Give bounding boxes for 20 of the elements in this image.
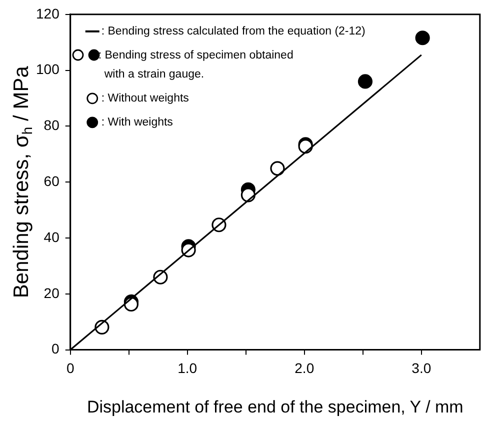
y-tick-label: 0 xyxy=(52,340,60,357)
legend-label: : Without weights xyxy=(101,92,190,105)
y-tick-label: 80 xyxy=(44,117,60,134)
y-tick-label: 100 xyxy=(36,61,60,78)
x-tick-label: 1.0 xyxy=(178,360,198,376)
y-tick-label: 120 xyxy=(36,5,60,22)
annotation: : Bending stress of specimen obtained with a strain gauge. xyxy=(98,50,294,81)
point xyxy=(270,161,285,176)
legend-label: : Bending stress calculated from the equation (2-12) xyxy=(101,26,366,38)
x-axis-title: Displacement of free end of the specimen, Y / mm xyxy=(86,397,464,416)
point xyxy=(415,30,430,46)
y-tick-label: 20 xyxy=(44,284,60,301)
x-tick-label: 0 xyxy=(66,360,74,376)
point xyxy=(358,74,373,89)
legend-label: : With weights xyxy=(101,116,174,129)
y-tick-label: 60 xyxy=(44,172,60,189)
x-tick-label: 3.0 xyxy=(412,360,432,376)
y-axis-title: Bending stress, σh / MPa xyxy=(10,66,35,298)
y-tick-label: 40 xyxy=(44,228,60,245)
x-tick-label: 2.0 xyxy=(294,360,314,376)
